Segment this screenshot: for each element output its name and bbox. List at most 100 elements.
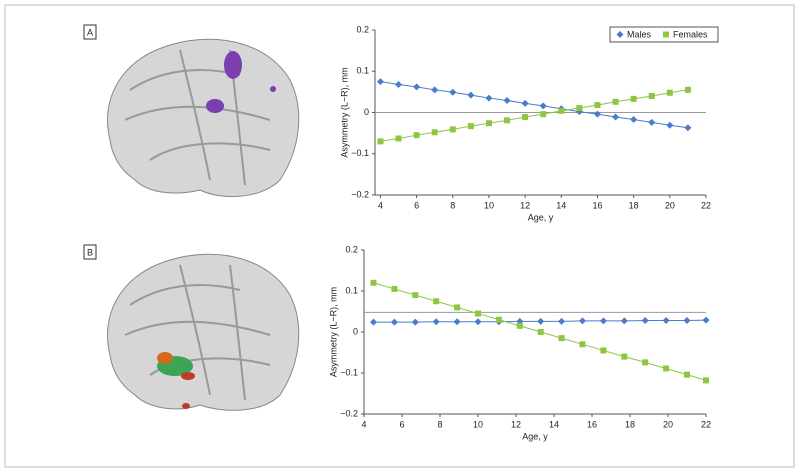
y-tick-label: 0.1 <box>356 66 369 76</box>
marker <box>411 318 419 326</box>
marker <box>683 317 691 325</box>
marker <box>684 371 690 378</box>
y-axis-label: Asymmetry (L−R), mm <box>328 287 338 377</box>
marker <box>467 91 475 99</box>
legend-marker <box>663 31 669 38</box>
marker <box>621 353 628 360</box>
marker <box>412 292 419 299</box>
frame <box>4 4 795 468</box>
marker <box>594 102 601 109</box>
x-tick-label: 6 <box>399 419 404 429</box>
panel-label: A <box>87 27 93 37</box>
marker <box>395 80 403 88</box>
y-tick-label: −0.1 <box>351 148 369 158</box>
marker <box>539 102 547 110</box>
y-axis-label: Asymmetry (L−R), mm <box>339 67 349 157</box>
legend-marker <box>616 31 624 38</box>
panel-label: B <box>87 247 93 257</box>
marker <box>648 93 655 99</box>
x-tick-label: 14 <box>556 200 566 210</box>
legend-label: Males <box>627 29 652 39</box>
y-tick-label: −0.1 <box>340 367 358 377</box>
marker <box>413 132 420 139</box>
marker <box>558 335 565 342</box>
panel-label-box <box>83 24 97 40</box>
marker <box>684 124 692 132</box>
marker <box>475 310 481 317</box>
x-tick-label: 8 <box>450 200 455 210</box>
brain-image <box>107 253 300 411</box>
y-tick-label: 0.2 <box>356 24 369 34</box>
y-tick-label: 0.2 <box>345 244 358 254</box>
marker <box>666 121 674 129</box>
marker <box>612 98 619 105</box>
y-tick-label: 0.1 <box>345 285 358 295</box>
x-tick-label: 12 <box>520 200 530 210</box>
marker <box>432 318 440 326</box>
marker <box>431 86 439 94</box>
marker <box>449 88 457 96</box>
marker <box>516 322 523 329</box>
y-tick-label: 0 <box>364 107 369 117</box>
marker <box>630 116 638 124</box>
marker <box>449 126 456 133</box>
marker <box>377 138 384 145</box>
marker <box>395 135 402 142</box>
marker <box>474 318 482 326</box>
marker <box>454 304 461 311</box>
x-tick-label: 10 <box>484 200 494 210</box>
marker <box>662 317 670 325</box>
marker <box>593 110 601 118</box>
series-line <box>380 89 688 142</box>
marker <box>504 117 511 124</box>
y-tick-label: −0.2 <box>340 408 358 418</box>
panel-label-box <box>83 244 97 260</box>
marker <box>376 78 384 86</box>
marker <box>391 285 398 292</box>
y-tick-label: −0.2 <box>351 189 369 199</box>
x-tick-label: 4 <box>378 200 383 210</box>
marker <box>467 123 474 130</box>
x-tick-label: 14 <box>549 419 559 429</box>
marker <box>433 298 440 305</box>
series-line <box>380 81 688 129</box>
marker <box>521 99 529 107</box>
marker <box>370 318 377 326</box>
marker <box>558 317 566 325</box>
x-tick-label: 4 <box>361 419 366 429</box>
x-tick-label: 18 <box>629 200 639 210</box>
x-tick-label: 8 <box>437 419 442 429</box>
marker <box>579 317 586 325</box>
marker <box>666 89 673 96</box>
x-axis-label: Age, y <box>522 431 548 441</box>
marker <box>522 114 529 121</box>
marker <box>537 317 545 325</box>
marker <box>703 377 709 384</box>
legend-label: Females <box>673 29 708 39</box>
marker <box>684 86 691 93</box>
marker <box>453 318 461 326</box>
marker <box>431 129 438 136</box>
marker <box>641 317 649 325</box>
marker <box>600 347 607 354</box>
marker <box>630 95 637 102</box>
x-tick-label: 22 <box>701 200 711 210</box>
x-tick-label: 16 <box>587 419 597 429</box>
marker <box>370 279 377 286</box>
marker <box>663 365 670 372</box>
marker <box>558 107 565 114</box>
marker <box>576 104 583 111</box>
x-tick-label: 6 <box>414 200 419 210</box>
marker <box>540 111 547 118</box>
marker <box>495 316 502 323</box>
x-axis-label: Age, y <box>528 212 554 222</box>
marker <box>648 118 656 126</box>
marker <box>612 113 620 121</box>
x-tick-label: 20 <box>663 419 673 429</box>
marker <box>599 317 607 325</box>
marker <box>702 316 710 324</box>
marker <box>390 318 398 326</box>
marker <box>642 359 649 366</box>
marker <box>579 341 586 348</box>
